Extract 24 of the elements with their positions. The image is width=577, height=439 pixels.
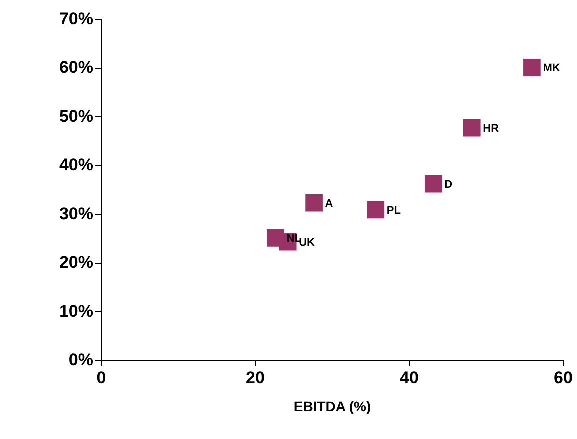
- point: [306, 194, 323, 212]
- y-tick-label: 20%: [59, 253, 94, 272]
- x-tick-label: 40: [400, 368, 419, 388]
- y-tick-label: 50%: [59, 106, 94, 126]
- x-tick-label: 0: [96, 368, 106, 388]
- annotation: HR: [483, 123, 500, 136]
- x-tick-label: 60: [554, 368, 573, 388]
- point: [463, 119, 481, 137]
- x-axis-title: EBITDA (%): [294, 398, 372, 414]
- point: [424, 175, 442, 193]
- x-tick-label: 20: [246, 368, 265, 388]
- annotation: MK: [543, 62, 560, 75]
- y-tick-label: 30%: [59, 204, 94, 224]
- y-tick-label: 70%: [59, 10, 94, 28]
- point: [367, 201, 385, 219]
- y-tick-label: 60%: [59, 58, 94, 78]
- annotation: D: [444, 179, 453, 192]
- annotation: PL: [386, 204, 402, 217]
- point: [524, 59, 541, 76]
- y-tick-label: 10%: [59, 302, 94, 321]
- annotation: A: [325, 198, 334, 210]
- y-tick-label: 40%: [59, 156, 94, 175]
- annotation: UK: [299, 237, 316, 250]
- y-tick-label: 0%: [68, 350, 94, 370]
